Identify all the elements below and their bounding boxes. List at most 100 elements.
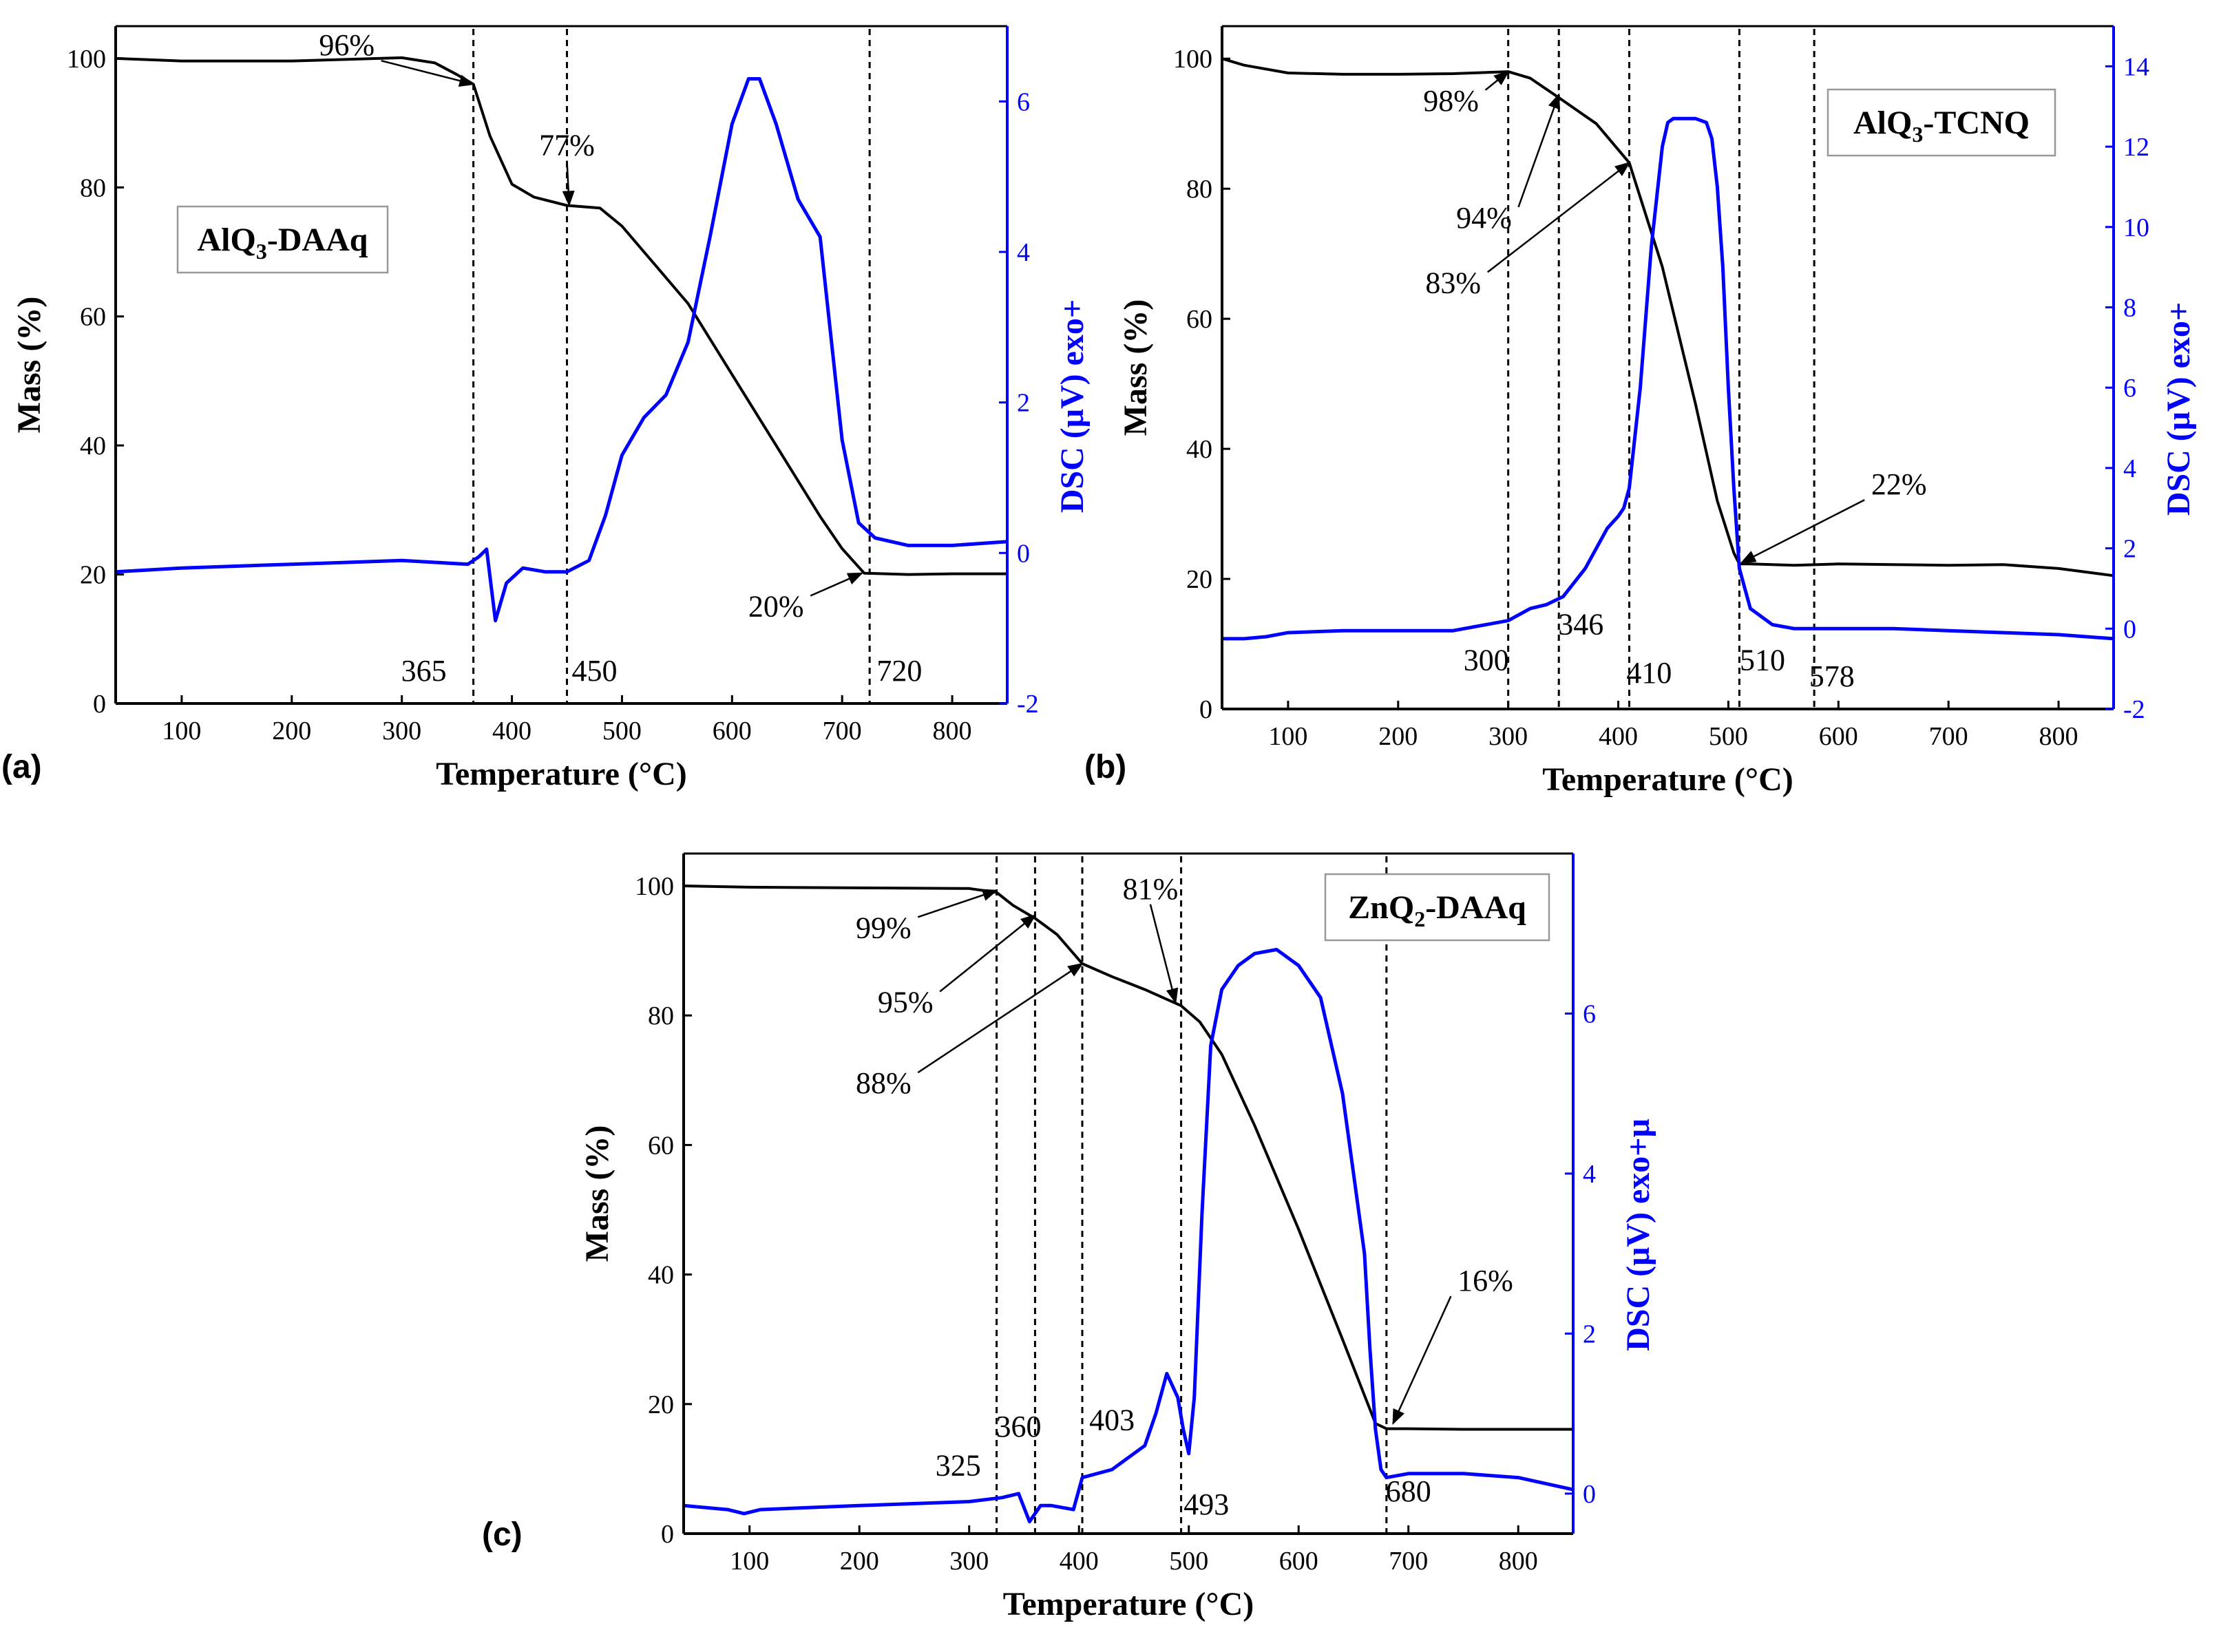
y-right-tick-label: 2 [2123, 535, 2136, 564]
y-left-axis-title: Mass (%) [1117, 299, 1154, 436]
mass-series-line [1221, 57, 2114, 578]
percent-annotation: 83% [1425, 266, 1481, 299]
annotation-arrow [917, 962, 1084, 1074]
x-axis-title: Temperature (°C) [1003, 1586, 1254, 1622]
y-left-tick-label: 60 [80, 303, 106, 332]
temperature-label: 720 [876, 654, 922, 688]
temperature-label: 680 [1386, 1474, 1431, 1508]
legend-label: ZnQ2-DAAq [1348, 889, 1526, 931]
y-left-axis-title: Mass (%) [579, 1125, 615, 1262]
legend-subscript: 2 [1414, 907, 1425, 931]
x-axis-title: Temperature (°C) [1542, 761, 1793, 798]
mass-series-line [683, 885, 1573, 1431]
y-right-tick-label: 8 [2123, 293, 2136, 322]
y-right-tick-label: 0 [1583, 1480, 1596, 1509]
y-right-tick-label: 10 [2123, 213, 2149, 242]
x-tick-label: 600 [1819, 722, 1858, 751]
y-left-tick-label: 80 [648, 1002, 674, 1030]
panel-label: (a) [1, 749, 42, 785]
annotation-arrow [562, 160, 575, 206]
percent-annotation: 94% [1456, 201, 1512, 235]
temperature-label: 325 [936, 1448, 981, 1482]
y-right-tick-label: -2 [1017, 690, 1039, 719]
legend-base: ZnQ [1348, 889, 1414, 926]
x-tick-label: 700 [1929, 722, 1968, 751]
y-right-tick-label: 6 [1017, 87, 1030, 116]
percent-annotation: 77% [539, 128, 595, 162]
legend-box [176, 205, 389, 274]
y-right-tick-label: 4 [1017, 238, 1030, 267]
legend-rest: -DAAq [267, 222, 368, 258]
x-tick-label: 700 [1389, 1547, 1428, 1576]
percent-annotation: 96% [319, 28, 375, 62]
dsc-series-line [683, 948, 1574, 1524]
y-left-tick-label: 0 [661, 1520, 674, 1549]
y-left-tick-label: 60 [1186, 305, 1212, 334]
legend-subscript: 3 [256, 239, 267, 264]
temperature-label: 493 [1183, 1487, 1229, 1521]
y-left-tick-label: 100 [67, 45, 106, 74]
y-right-tick-label: 4 [2123, 454, 2136, 483]
annotation-arrow [1149, 904, 1179, 1004]
legend-label: AlQ3-TCNQ [1853, 105, 2030, 147]
x-tick-label: 100 [1268, 722, 1307, 751]
x-tick-label: 400 [1599, 722, 1638, 751]
x-tick-label: 800 [933, 717, 972, 745]
y-right-tick-label: 2 [1583, 1320, 1596, 1348]
y-right-tick-label: 6 [2123, 374, 2136, 403]
y-right-tick-label: 0 [1017, 539, 1030, 568]
x-tick-label: 200 [840, 1547, 879, 1576]
annotation-arrow [1486, 162, 1631, 273]
x-tick-label: 600 [713, 717, 752, 745]
x-tick-label: 700 [823, 717, 862, 745]
x-tick-label: 200 [1378, 722, 1418, 751]
legend-subscript: 3 [1912, 122, 1923, 147]
x-tick-label: 500 [1709, 722, 1748, 751]
annotation-arrow [1740, 499, 1865, 564]
x-tick-label: 300 [949, 1547, 989, 1576]
percent-annotation: 20% [748, 589, 804, 623]
y-right-tick-label: 12 [2123, 133, 2149, 162]
annotation-arrow [939, 913, 1037, 993]
y-left-axis-title: Mass (%) [11, 297, 48, 434]
legend-box [1827, 88, 2056, 157]
x-tick-label: 100 [730, 1547, 769, 1576]
y-left-tick-label: 20 [80, 561, 106, 590]
temperature-label: 360 [996, 1410, 1041, 1443]
temperature-label: 403 [1089, 1403, 1135, 1437]
panel-c: 100 200 300 400 500 600 700 800 0 20 40 60 80 100 0 2 4 6… [482, 852, 1656, 1622]
percent-annotation: 98% [1423, 84, 1479, 118]
y-left-tick-label: 60 [648, 1131, 674, 1160]
y-right-tick-label: 2 [1017, 389, 1030, 418]
x-tick-label: 400 [492, 717, 531, 745]
x-tick-label: 200 [272, 717, 311, 745]
y-right-tick-label: 6 [1583, 999, 1596, 1028]
temperature-label: 510 [1740, 643, 1785, 677]
percent-annotation: 81% [1123, 872, 1179, 906]
annotation-arrow [917, 889, 998, 918]
y-left-tick-label: 40 [80, 432, 106, 460]
percent-annotation: 99% [856, 911, 912, 944]
y-left-tick-label: 0 [1199, 695, 1212, 724]
x-tick-label: 400 [1060, 1547, 1099, 1576]
x-tick-label: 600 [1279, 1547, 1318, 1576]
x-tick-label: 300 [1488, 722, 1528, 751]
y-left-tick-label: 40 [1186, 435, 1212, 464]
panel-label: (b) [1084, 749, 1126, 785]
percent-annotation: 22% [1871, 467, 1927, 501]
legend-base: AlQ [1853, 105, 1912, 141]
x-axis-title: Temperature (°C) [436, 756, 686, 792]
panel-b: 100 200 300 400 500 600 700 800 0 20 40 60 80 100 -2 0 2… [1084, 25, 2197, 798]
y-right-axis-title: DSC (μV) exo+μ [1620, 1119, 1656, 1351]
annotation-arrow [381, 59, 475, 87]
percent-annotation: 16% [1457, 1264, 1513, 1298]
panel-label: (c) [482, 1516, 523, 1553]
y-left-tick-label: 100 [635, 872, 674, 901]
y-left-tick-label: 80 [1186, 175, 1212, 204]
y-left-tick-label: 80 [80, 173, 106, 202]
temperature-label: 365 [401, 654, 447, 688]
temperature-label: 346 [1558, 607, 1603, 641]
legend-rest: -DAAq [1425, 889, 1526, 926]
x-tick-label: 300 [382, 717, 421, 745]
